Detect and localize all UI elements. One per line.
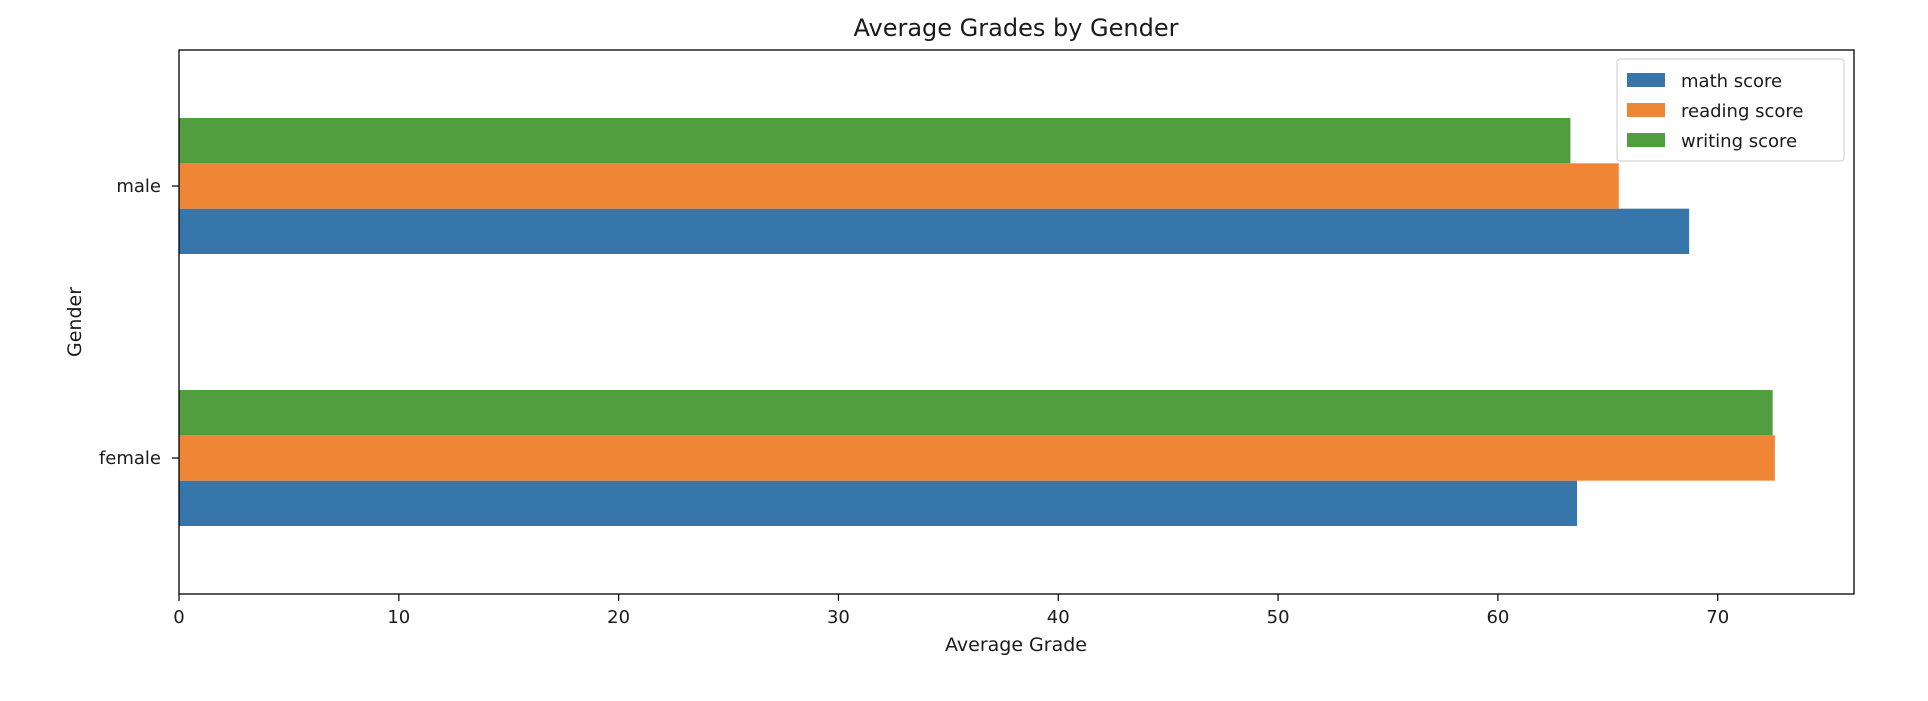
bar-female-math-score — [179, 480, 1578, 526]
x-tick-label: 70 — [1706, 607, 1729, 628]
legend-swatch — [1627, 103, 1665, 117]
bar-male-math-score — [179, 208, 1690, 254]
chart-title: Average Grades by Gender — [854, 14, 1179, 42]
legend-swatch — [1627, 133, 1665, 147]
legend: math score reading score writing score — [1616, 58, 1845, 162]
legend-box — [1616, 58, 1845, 162]
bar-male-reading-score — [179, 163, 1619, 209]
x-tick-label: 10 — [387, 607, 410, 628]
legend-swatch — [1627, 73, 1665, 87]
bars-layer — [179, 118, 1775, 526]
bar-female-writing-score — [179, 390, 1773, 436]
legend-label: writing score — [1681, 131, 1797, 152]
x-axis-label: Average Grade — [945, 634, 1087, 656]
bar-male-writing-score — [179, 118, 1571, 164]
x-axis: 0 10 20 30 40 50 60 70 — [173, 594, 1729, 628]
x-tick-label: 20 — [607, 607, 630, 628]
x-tick-label: 30 — [827, 607, 850, 628]
legend-label: math score — [1681, 71, 1782, 92]
y-tick-label: male — [116, 176, 161, 197]
x-tick-label: 50 — [1267, 607, 1290, 628]
bar-female-reading-score — [179, 435, 1775, 481]
x-tick-label: 40 — [1047, 607, 1070, 628]
y-axis: female male — [99, 176, 179, 469]
x-tick-label: 0 — [173, 607, 184, 628]
y-tick-label: female — [99, 448, 161, 469]
legend-label: reading score — [1681, 101, 1803, 122]
plot-frame — [178, 49, 1855, 595]
x-tick-label: 60 — [1486, 607, 1509, 628]
y-axis-label: Gender — [64, 287, 86, 357]
